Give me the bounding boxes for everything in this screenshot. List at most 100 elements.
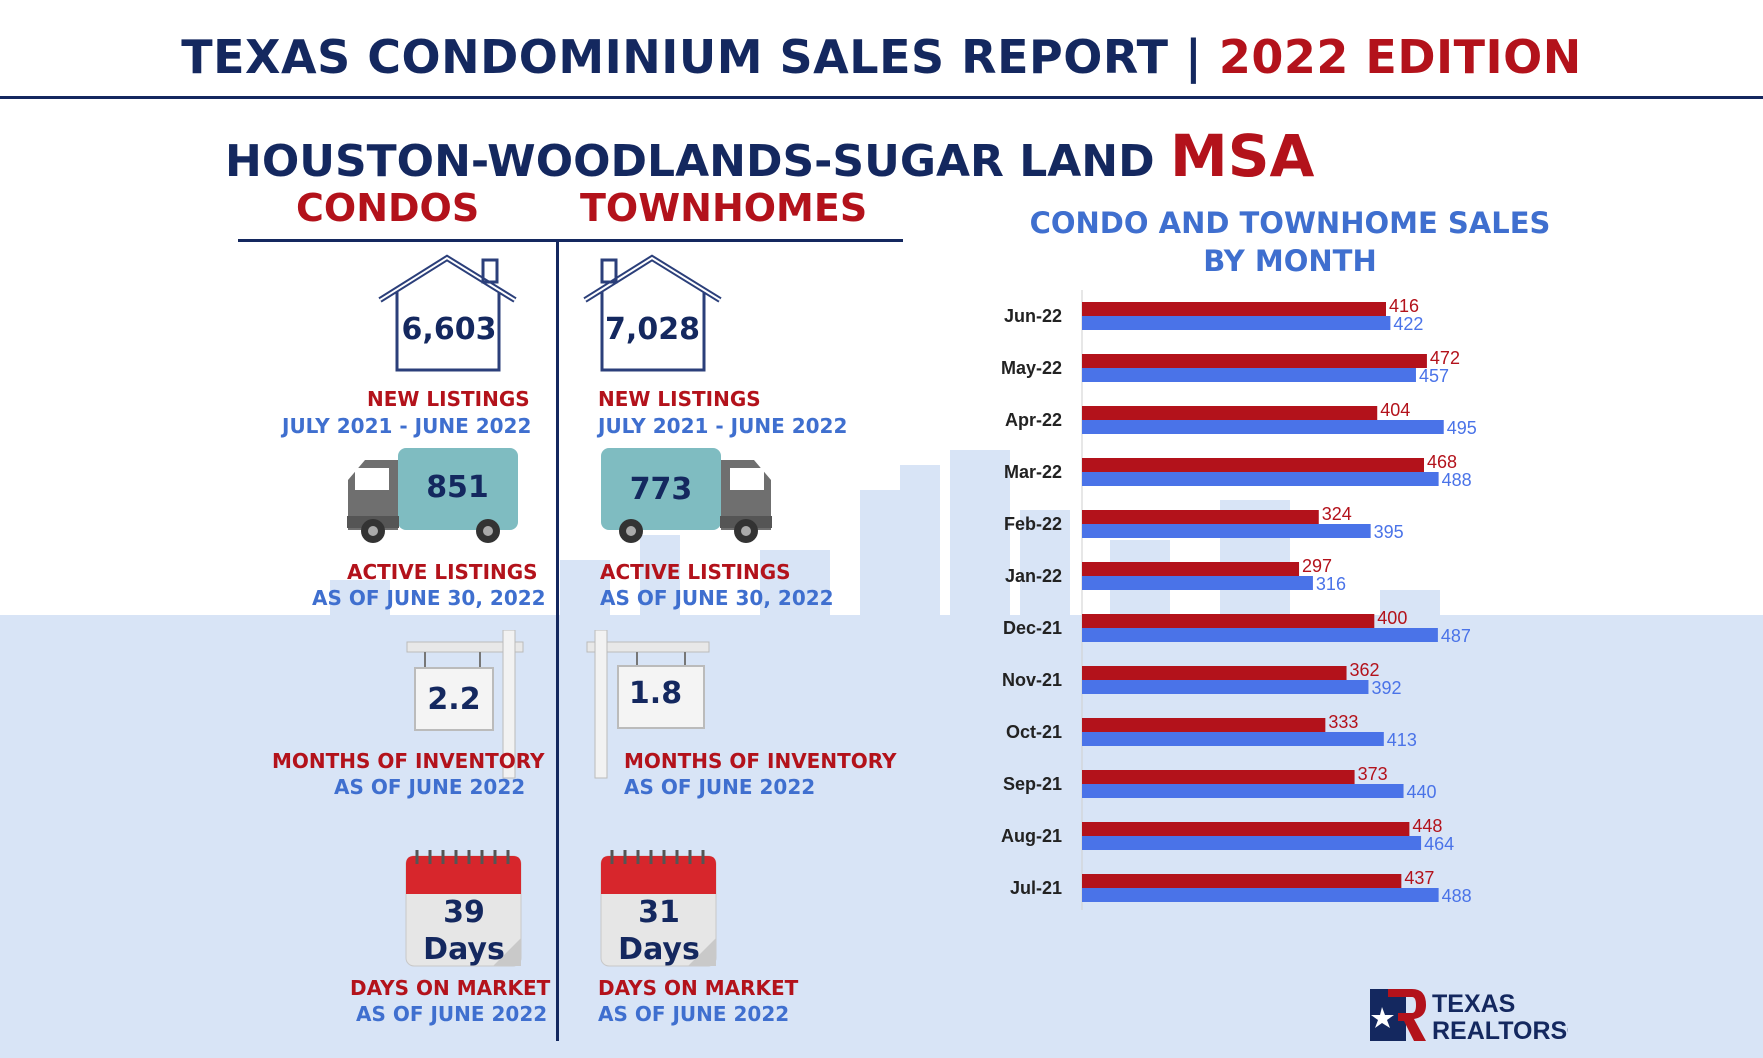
townhomes-new-listings-label: NEW LISTINGS (598, 387, 761, 411)
chart-category-label: Feb-22 (1004, 514, 1062, 534)
chart-bar-condos (1082, 562, 1300, 576)
chart-category-label: Mar-22 (1004, 462, 1062, 482)
chart-category-label: Oct-21 (1006, 722, 1062, 742)
chart-data-label: 437 (1404, 868, 1434, 888)
chart-data-label: 488 (1442, 470, 1472, 490)
chart-data-label: 468 (1427, 452, 1457, 472)
townhomes-active-listings-label: ACTIVE LISTINGS (600, 560, 791, 584)
townhomes-active-listings-value: 773 (629, 472, 693, 507)
chart-bar-townhomes (1082, 732, 1384, 746)
townhomes-new-listings-period: JULY 2021 - JUNE 2022 (598, 414, 848, 438)
chart-category-label: Aug-21 (1001, 826, 1062, 846)
chart-data-label: 373 (1358, 764, 1388, 784)
condos-months-inventory-value: 2.2 (427, 682, 481, 717)
chart-bar-townhomes (1082, 316, 1391, 330)
chart-data-label: 472 (1430, 348, 1460, 368)
condos-months-inventory-label: MONTHS OF INVENTORY (272, 749, 545, 773)
condos-active-listings-value: 851 (426, 470, 489, 505)
condos-active-listings-label: ACTIVE LISTINGS (347, 560, 538, 584)
townhomes-months-inventory-label: MONTHS OF INVENTORY (624, 749, 897, 773)
chart-bar-condos (1082, 354, 1427, 368)
chart-category-label: Jun-22 (1004, 306, 1062, 326)
chart-data-label: 404 (1380, 400, 1410, 420)
texas-realtors-logo: TEXAS REALTORS® (1370, 989, 1568, 1045)
calendar-icon (405, 850, 522, 967)
chart-title: CONDO AND TOWNHOME SALES BY MONTH (1029, 206, 1551, 278)
chart-bar-townhomes (1082, 524, 1371, 538)
chart-category-label: Jul-21 (1010, 878, 1062, 898)
chart-data-label: 487 (1441, 626, 1471, 646)
chart-bar-condos (1082, 510, 1319, 524)
house-icon (378, 254, 517, 372)
condos-months-inventory-period: AS OF JUNE 2022 (334, 775, 526, 799)
chart-bar-condos (1082, 458, 1424, 472)
chart-bar-townhomes (1082, 472, 1439, 486)
condos-heading: CONDOS (296, 186, 480, 230)
townhomes-days-period: AS OF JUNE 2022 (598, 1002, 790, 1026)
chart-data-label: 416 (1389, 296, 1419, 316)
chart-category-label: Nov-21 (1002, 670, 1062, 690)
calendar-icon (600, 850, 717, 967)
chart-data-label: 440 (1407, 782, 1437, 802)
chart-category-label: Sep-21 (1003, 774, 1062, 794)
house-icon (583, 254, 722, 372)
chart-data-label: 316 (1316, 574, 1346, 594)
report-title-edition: 2022 EDITION (1218, 30, 1582, 84)
chart-data-label: 395 (1374, 522, 1404, 542)
chart-bar-townhomes (1082, 888, 1439, 902)
chart-bar-townhomes (1082, 836, 1422, 850)
truck-icon (601, 448, 772, 543)
townhomes-heading: TOWNHOMES (580, 186, 868, 230)
report-title-main: TEXAS CONDOMINIUM SALES REPORT | (181, 30, 1203, 84)
condos-new-listings-value: 6,603 (401, 312, 497, 347)
chart-bar-condos (1082, 302, 1386, 316)
column-heading-rule (238, 239, 903, 242)
condos-days-period: AS OF JUNE 2022 (356, 1002, 548, 1026)
header-divider (0, 96, 1763, 99)
condos-days-value: 39 (443, 895, 485, 930)
logo-text-realtors: REALTORS® (1432, 1017, 1568, 1045)
truck-icon (347, 448, 518, 543)
chart-bar-condos (1082, 614, 1375, 628)
chart-category-label: May-22 (1001, 358, 1062, 378)
townhomes-months-inventory-value: 1.8 (628, 676, 683, 711)
chart-bar-condos (1082, 770, 1355, 784)
townhomes-active-listings-period: AS OF JUNE 30, 2022 (600, 586, 834, 610)
region-suffix: MSA (1169, 122, 1315, 190)
chart-data-label: 488 (1442, 886, 1472, 906)
chart-data-label: 422 (1393, 314, 1423, 334)
chart-data-label: 362 (1350, 660, 1380, 680)
chart-bar-townhomes (1082, 368, 1416, 382)
townhomes-new-listings-value: 7,028 (605, 312, 700, 347)
condos-new-listings-period: JULY 2021 - JUNE 2022 (282, 414, 532, 438)
chart-bar-townhomes (1082, 680, 1369, 694)
chart-bar-condos (1082, 406, 1378, 420)
condos-new-listings-label: NEW LISTINGS (367, 387, 530, 411)
chart-category-label: Dec-21 (1003, 618, 1062, 638)
region-name: HOUSTON-WOODLANDS-SUGAR LAND (225, 136, 1155, 187)
background-band (0, 635, 1763, 1058)
condos-days-word: Days (423, 932, 505, 967)
chart-bar-townhomes (1082, 576, 1313, 590)
chart-category-label: Jan-22 (1005, 566, 1062, 586)
sign-post-icon (406, 630, 524, 779)
townhomes-days-label: DAYS ON MARKET (598, 976, 799, 1000)
townhomes-days-value: 31 (638, 895, 680, 930)
townhomes-days-word: Days (618, 932, 700, 967)
chart-data-label: 324 (1322, 504, 1352, 524)
chart-bar-townhomes (1082, 628, 1438, 642)
chart-bar-condos (1082, 822, 1410, 836)
chart-data-label: 333 (1328, 712, 1358, 732)
column-divider (556, 241, 559, 1041)
chart-data-label: 457 (1419, 366, 1449, 386)
chart-data-label: 464 (1424, 834, 1454, 854)
chart-bar-condos (1082, 666, 1347, 680)
chart-data-label: 495 (1447, 418, 1477, 438)
chart-data-label: 297 (1302, 556, 1332, 576)
chart-data-label: 392 (1371, 678, 1401, 698)
sign-post-icon (586, 630, 710, 779)
chart-category-label: Apr-22 (1005, 410, 1062, 430)
chart-bar-townhomes (1082, 420, 1444, 434)
townhomes-months-inventory-period: AS OF JUNE 2022 (624, 775, 816, 799)
